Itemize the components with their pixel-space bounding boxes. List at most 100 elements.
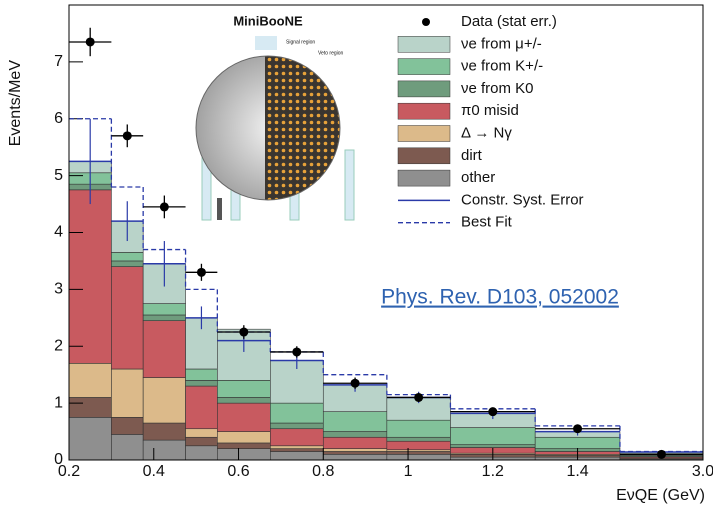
data-point (414, 392, 424, 402)
histogram-segment (111, 417, 144, 435)
histogram-segment (111, 368, 144, 418)
histogram-segment (322, 454, 388, 460)
legend-swatch (397, 102, 451, 120)
data-point (196, 267, 206, 277)
legend-label: other (461, 169, 495, 186)
histogram-segment (534, 436, 621, 449)
x-tick-label: 0.8 (312, 463, 334, 480)
histogram-segment (142, 377, 186, 424)
histogram-segment (185, 385, 218, 430)
histogram-segment (270, 445, 324, 449)
x-tick-label: 1.4 (566, 463, 588, 480)
histogram-segment (69, 417, 112, 460)
y-tick-label: 4 (54, 224, 63, 241)
histogram-segment (111, 252, 144, 262)
data-point (85, 37, 95, 47)
histogram-segment (142, 422, 186, 441)
histogram-segment (386, 454, 451, 460)
y-tick-label: 3 (54, 281, 63, 298)
histogram-segment (142, 303, 186, 316)
legend-swatch (397, 36, 451, 53)
x-tick-label: 0.6 (227, 463, 249, 480)
y-tick-label: 0 (54, 451, 63, 468)
legend-swatch (397, 80, 451, 98)
y-tick-label: 6 (54, 110, 63, 127)
histogram-segment (322, 451, 388, 455)
inset-label: Veto region (318, 50, 344, 56)
histogram-segment (322, 431, 388, 438)
histogram-segment (270, 422, 324, 430)
histogram-segment (217, 431, 271, 444)
histogram-segment (386, 451, 451, 455)
legend: Data (stat err.) νe from μ+/- νe from K+/-… (397, 13, 584, 231)
histogram-segment (185, 368, 218, 381)
data-point (350, 378, 360, 388)
histogram-segment (270, 402, 324, 424)
histogram-segment (270, 451, 324, 460)
plot-frame (68, 4, 704, 461)
data-point (656, 449, 666, 459)
histogram-segment (270, 428, 324, 447)
legend-label: νe from K0 (461, 80, 534, 97)
y-tick-label: 1 (54, 394, 63, 411)
y-axis-label: Events/MeV (7, 60, 24, 147)
histogram-segment (217, 402, 271, 432)
legend-label: νe from μ+/- (461, 35, 542, 52)
data-point (573, 424, 583, 434)
histogram-segment (111, 434, 144, 460)
histogram-segment (69, 189, 112, 364)
legend-swatch (397, 169, 451, 187)
data-point (122, 131, 132, 141)
legend-label: Constr. Syst. Error (461, 191, 584, 208)
x-tick-label: 3.0 (692, 463, 713, 480)
legend-label: Data (stat err.) (461, 13, 557, 30)
y-tick-label: 7 (54, 53, 63, 70)
inset-label: Signal region (286, 39, 315, 45)
histogram-segment (217, 442, 271, 449)
y-tick-label: 2 (54, 337, 63, 354)
data-point (488, 407, 498, 417)
x-tick-label: 0.4 (143, 463, 165, 480)
y-tick-label: 5 (54, 167, 63, 184)
reference-link[interactable]: Phys. Rev. D103, 052002 (381, 286, 619, 309)
detector-inset: MiniBooNE Signal region Veto region (195, 13, 355, 221)
histogram-segment (450, 427, 536, 445)
inset-title: MiniBooNE (233, 13, 303, 28)
histogram-segment (185, 436, 218, 447)
histogram-segment (69, 363, 112, 398)
histogram-segment (386, 419, 451, 438)
legend-label: π0 misid (461, 102, 519, 119)
x-tick-label: 1 (404, 463, 413, 480)
histogram-segment (386, 436, 451, 442)
histogram-segment (185, 445, 218, 460)
histogram-segment (111, 260, 144, 267)
histogram-segment (386, 440, 451, 451)
histogram-segment (185, 380, 218, 387)
data-point (159, 202, 169, 212)
histogram-segment (270, 448, 324, 452)
legend-swatch (397, 125, 451, 142)
x-tick-label: 0.2 (58, 463, 80, 480)
x-axis-label: EνQE (GeV) (616, 487, 705, 504)
histogram-segment (217, 380, 271, 398)
legend-swatch (397, 147, 451, 165)
histogram-segment (142, 439, 186, 460)
legend-label: Δ → Nγ (461, 124, 512, 141)
legend-symbol (422, 18, 430, 26)
histogram-segment (69, 397, 112, 418)
data-point (292, 347, 302, 357)
data-point (239, 327, 249, 337)
histogram-segment (217, 448, 271, 460)
histogram-segment (217, 397, 271, 404)
legend-label: dirt (461, 147, 483, 164)
histogram-segment (142, 314, 186, 321)
legend-swatch (397, 58, 451, 75)
legend-label: νe from K+/- (461, 58, 543, 75)
histogram-segment (322, 448, 388, 452)
x-tick-label: 1.2 (482, 463, 504, 480)
histogram-segment (111, 266, 144, 370)
legend-label: Best Fit (461, 214, 513, 231)
histogram-segment (185, 428, 218, 438)
histogram-segment (322, 411, 388, 432)
